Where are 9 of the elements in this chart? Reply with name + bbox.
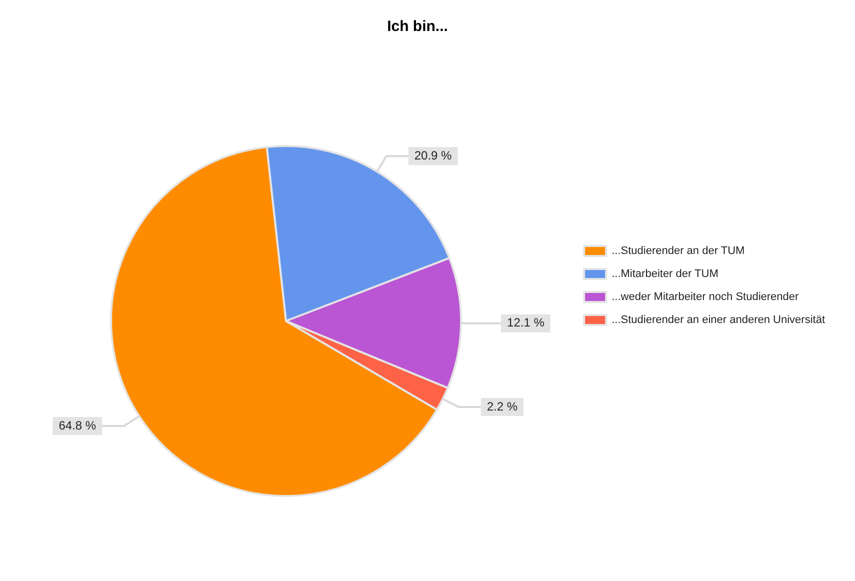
data-label: 64.8 % — [58, 418, 96, 432]
data-label: 12.1 % — [507, 316, 545, 330]
legend-label: ...weder Mitarbeiter noch Studierender — [612, 291, 800, 304]
legend-label: ...Mitarbeiter der TUM — [612, 268, 718, 280]
chart-title: Ich bin... — [387, 18, 448, 36]
legend-label: ...Studierender an einer anderen Universität — [612, 314, 825, 326]
data-label: 2.2 % — [486, 399, 518, 414]
data-label: 20.9 % — [414, 148, 452, 162]
legend-label: ...Studierender an der TUM — [612, 245, 745, 258]
